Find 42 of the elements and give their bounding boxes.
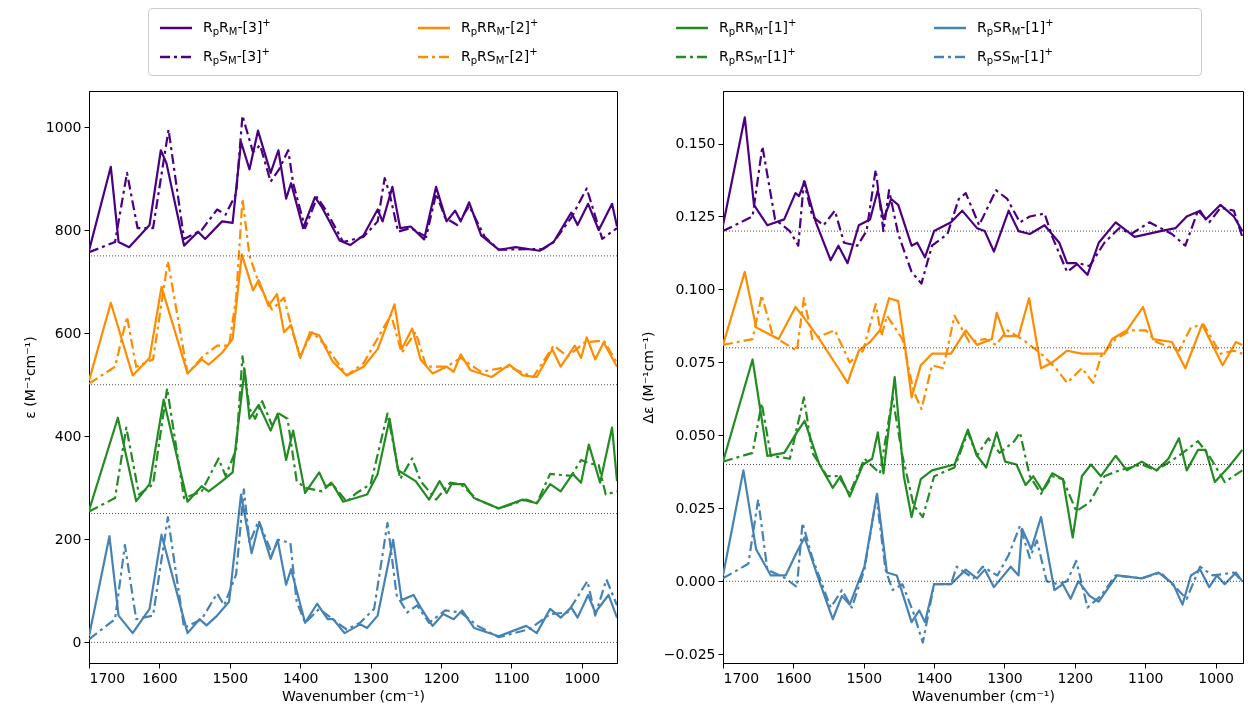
y-tick-label: 400 xyxy=(54,427,82,444)
y-tick-label: 600 xyxy=(54,324,82,341)
x-tick-label: 1700 xyxy=(89,669,126,686)
x-tick-label: 1000 xyxy=(1198,669,1234,686)
x-axis-title: Wavenumber (cm⁻¹) xyxy=(912,687,1055,704)
y-axis-title: Δε (M⁻¹cm⁻¹) xyxy=(639,331,656,424)
x-tick-label: 1700 xyxy=(723,669,760,686)
legend-label: R$_{p}$SS$_{M}$-[1]$^{+}$ xyxy=(977,46,1053,67)
y-tick-label: 0.125 xyxy=(675,207,716,224)
y-tick-label: 200 xyxy=(54,530,82,547)
x-tick-label: 1300 xyxy=(987,669,1023,686)
x-tick-label: 1300 xyxy=(353,669,389,686)
x-axis-title: Wavenumber (cm⁻¹) xyxy=(282,687,425,704)
x-tick-label: 1100 xyxy=(494,669,530,686)
legend-label: R$_{p}$RS$_{M}$-[1]$^{+}$ xyxy=(719,46,796,67)
legend-label: R$_{p}$RR$_{M}$-[1]$^{+}$ xyxy=(719,17,797,38)
x-tick-label: 1600 xyxy=(776,669,812,686)
legend-label: R$_{p}$S$_{M}$-[3]$^{+}$ xyxy=(203,46,270,67)
x-tick-label: 1500 xyxy=(846,669,883,686)
y-tick-label: 0.000 xyxy=(675,572,716,589)
y-axis-title: ε (M⁻¹cm⁻¹) xyxy=(21,336,38,419)
x-tick-label: 1500 xyxy=(212,669,249,686)
y-tick-label: 800 xyxy=(54,221,82,238)
legend-label: R$_{p}$SR$_{M}$-[1]$^{+}$ xyxy=(977,17,1054,38)
y-tick-label: 0 xyxy=(72,633,82,650)
x-tick-label: 1200 xyxy=(423,669,460,686)
x-tick-label: 1400 xyxy=(282,669,319,686)
legend-label: R$_{p}$RS$_{M}$-[2]$^{+}$ xyxy=(461,46,538,67)
y-tick-label: −0.025 xyxy=(663,645,716,662)
legend-label: R$_{p}$R$_{M}$-[3]$^{+}$ xyxy=(203,17,271,38)
x-tick-label: 1600 xyxy=(142,669,178,686)
x-tick-label: 1400 xyxy=(916,669,953,686)
y-tick-label: 0.150 xyxy=(675,135,716,152)
x-tick-label: 1000 xyxy=(564,669,601,686)
x-tick-label: 1100 xyxy=(1127,669,1164,686)
y-tick-label: 0.100 xyxy=(675,280,716,297)
y-tick-label: 0.025 xyxy=(675,499,716,516)
y-tick-label: 0.075 xyxy=(675,353,716,370)
y-tick-label: 0.050 xyxy=(675,426,716,443)
legend-label: R$_{p}$RR$_{M}$-[2]$^{+}$ xyxy=(461,17,539,38)
x-tick-label: 1200 xyxy=(1057,669,1094,686)
y-tick-label: 1000 xyxy=(45,118,82,135)
